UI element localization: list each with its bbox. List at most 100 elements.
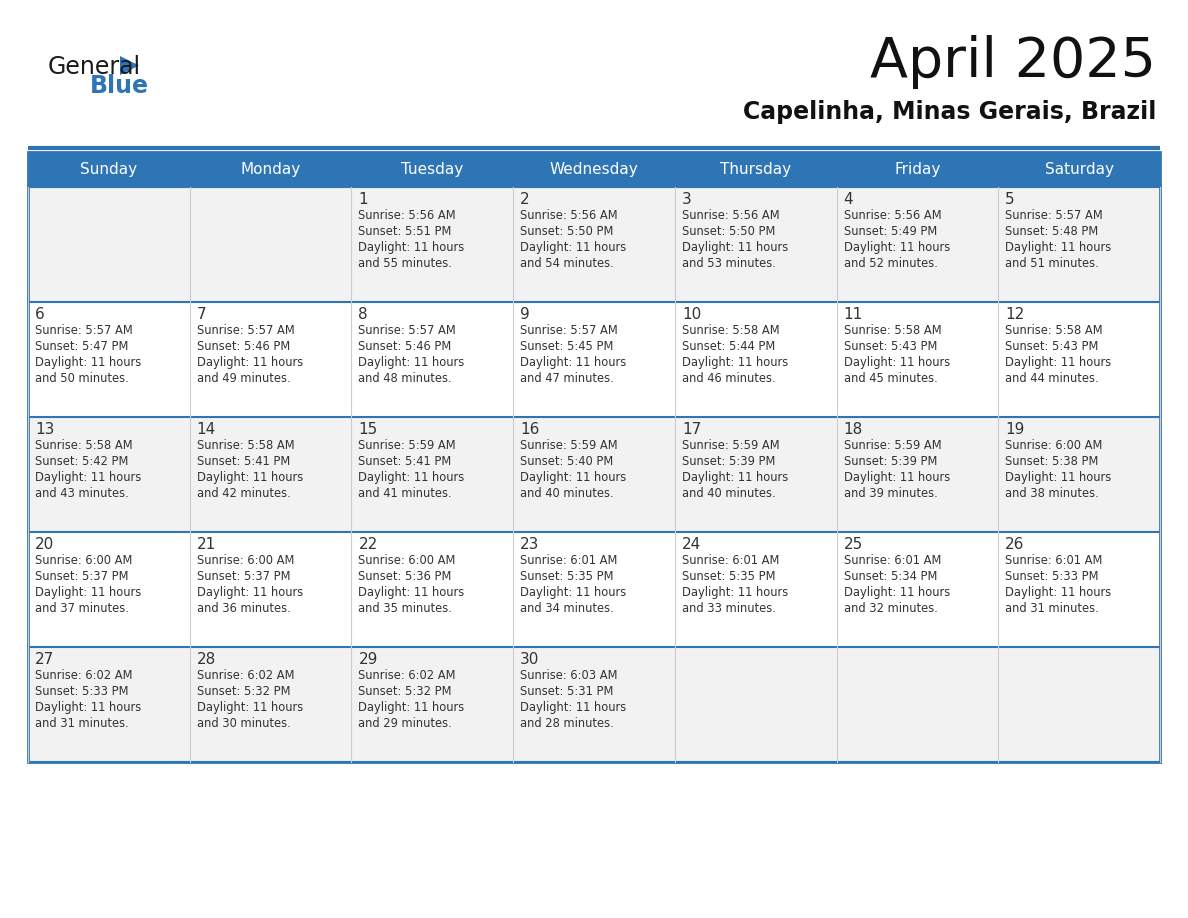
- Text: Daylight: 11 hours: Daylight: 11 hours: [520, 471, 626, 484]
- Text: Sunrise: 5:57 AM: Sunrise: 5:57 AM: [1005, 209, 1102, 222]
- Text: 6: 6: [34, 307, 45, 322]
- Text: Wednesday: Wednesday: [550, 162, 638, 177]
- Text: Daylight: 11 hours: Daylight: 11 hours: [520, 586, 626, 599]
- Text: Sunrise: 6:00 AM: Sunrise: 6:00 AM: [1005, 439, 1102, 452]
- Text: Daylight: 11 hours: Daylight: 11 hours: [359, 701, 465, 714]
- Text: Sunrise: 6:01 AM: Sunrise: 6:01 AM: [1005, 554, 1102, 567]
- Text: 24: 24: [682, 537, 701, 552]
- Text: Sunset: 5:45 PM: Sunset: 5:45 PM: [520, 340, 613, 353]
- Text: Daylight: 11 hours: Daylight: 11 hours: [520, 701, 626, 714]
- Text: and 28 minutes.: and 28 minutes.: [520, 717, 614, 730]
- Text: Sunset: 5:40 PM: Sunset: 5:40 PM: [520, 455, 613, 468]
- Text: Sunrise: 5:56 AM: Sunrise: 5:56 AM: [682, 209, 779, 222]
- Text: Sunset: 5:33 PM: Sunset: 5:33 PM: [1005, 570, 1099, 583]
- Text: Saturday: Saturday: [1044, 162, 1113, 177]
- Text: Sunrise: 5:58 AM: Sunrise: 5:58 AM: [682, 324, 779, 337]
- Bar: [29, 152, 1159, 762]
- Text: Sunset: 5:31 PM: Sunset: 5:31 PM: [520, 685, 613, 698]
- Text: Sunrise: 5:59 AM: Sunrise: 5:59 AM: [682, 439, 779, 452]
- Bar: [29, 152, 1159, 187]
- Text: Capelinha, Minas Gerais, Brazil: Capelinha, Minas Gerais, Brazil: [742, 100, 1156, 124]
- Text: Sunrise: 5:58 AM: Sunrise: 5:58 AM: [843, 324, 941, 337]
- Text: and 35 minutes.: and 35 minutes.: [359, 602, 453, 615]
- Text: Sunset: 5:35 PM: Sunset: 5:35 PM: [682, 570, 776, 583]
- Text: Daylight: 11 hours: Daylight: 11 hours: [1005, 241, 1112, 254]
- Text: 9: 9: [520, 307, 530, 322]
- Text: Daylight: 11 hours: Daylight: 11 hours: [34, 356, 141, 369]
- Text: Sunrise: 6:00 AM: Sunrise: 6:00 AM: [197, 554, 295, 567]
- Text: Sunset: 5:34 PM: Sunset: 5:34 PM: [843, 570, 937, 583]
- Text: and 30 minutes.: and 30 minutes.: [197, 717, 290, 730]
- Text: 23: 23: [520, 537, 539, 552]
- Text: Daylight: 11 hours: Daylight: 11 hours: [359, 241, 465, 254]
- Text: Sunset: 5:38 PM: Sunset: 5:38 PM: [1005, 455, 1099, 468]
- Text: 2: 2: [520, 192, 530, 207]
- Text: Sunrise: 5:57 AM: Sunrise: 5:57 AM: [359, 324, 456, 337]
- Text: Sunset: 5:37 PM: Sunset: 5:37 PM: [34, 570, 128, 583]
- Text: Sunrise: 5:59 AM: Sunrise: 5:59 AM: [520, 439, 618, 452]
- Text: and 31 minutes.: and 31 minutes.: [1005, 602, 1099, 615]
- Text: Sunrise: 5:58 AM: Sunrise: 5:58 AM: [197, 439, 295, 452]
- Text: Sunset: 5:47 PM: Sunset: 5:47 PM: [34, 340, 128, 353]
- Text: 1: 1: [359, 192, 368, 207]
- Text: Sunset: 5:46 PM: Sunset: 5:46 PM: [359, 340, 451, 353]
- Text: Daylight: 11 hours: Daylight: 11 hours: [843, 241, 950, 254]
- Text: Daylight: 11 hours: Daylight: 11 hours: [843, 356, 950, 369]
- Text: Sunrise: 6:00 AM: Sunrise: 6:00 AM: [359, 554, 456, 567]
- Text: and 54 minutes.: and 54 minutes.: [520, 257, 614, 270]
- Text: and 47 minutes.: and 47 minutes.: [520, 372, 614, 385]
- Text: Tuesday: Tuesday: [402, 162, 463, 177]
- Text: Daylight: 11 hours: Daylight: 11 hours: [520, 356, 626, 369]
- Text: 29: 29: [359, 652, 378, 667]
- Text: Sunrise: 6:03 AM: Sunrise: 6:03 AM: [520, 669, 618, 682]
- Text: Sunset: 5:33 PM: Sunset: 5:33 PM: [34, 685, 128, 698]
- Text: 4: 4: [843, 192, 853, 207]
- Text: 17: 17: [682, 422, 701, 437]
- Text: and 29 minutes.: and 29 minutes.: [359, 717, 453, 730]
- Text: Daylight: 11 hours: Daylight: 11 hours: [1005, 356, 1112, 369]
- Text: Sunset: 5:36 PM: Sunset: 5:36 PM: [359, 570, 451, 583]
- Text: Daylight: 11 hours: Daylight: 11 hours: [682, 471, 788, 484]
- Text: Daylight: 11 hours: Daylight: 11 hours: [34, 701, 141, 714]
- Text: Daylight: 11 hours: Daylight: 11 hours: [359, 471, 465, 484]
- Text: 21: 21: [197, 537, 216, 552]
- Text: 22: 22: [359, 537, 378, 552]
- Text: Sunset: 5:50 PM: Sunset: 5:50 PM: [520, 225, 613, 238]
- Text: and 33 minutes.: and 33 minutes.: [682, 602, 776, 615]
- Text: Daylight: 11 hours: Daylight: 11 hours: [1005, 471, 1112, 484]
- Text: 27: 27: [34, 652, 55, 667]
- Text: Daylight: 11 hours: Daylight: 11 hours: [197, 586, 303, 599]
- Text: and 55 minutes.: and 55 minutes.: [359, 257, 453, 270]
- Text: Daylight: 11 hours: Daylight: 11 hours: [1005, 586, 1112, 599]
- Text: Daylight: 11 hours: Daylight: 11 hours: [34, 471, 141, 484]
- Text: 19: 19: [1005, 422, 1025, 437]
- Text: 14: 14: [197, 422, 216, 437]
- Text: and 46 minutes.: and 46 minutes.: [682, 372, 776, 385]
- Text: General: General: [48, 55, 141, 79]
- Text: Sunset: 5:32 PM: Sunset: 5:32 PM: [359, 685, 451, 698]
- Text: Sunset: 5:32 PM: Sunset: 5:32 PM: [197, 685, 290, 698]
- Text: and 34 minutes.: and 34 minutes.: [520, 602, 614, 615]
- Text: Daylight: 11 hours: Daylight: 11 hours: [843, 586, 950, 599]
- Text: 3: 3: [682, 192, 691, 207]
- Text: and 49 minutes.: and 49 minutes.: [197, 372, 290, 385]
- Text: 16: 16: [520, 422, 539, 437]
- Text: 11: 11: [843, 307, 862, 322]
- Text: 20: 20: [34, 537, 55, 552]
- Text: Sunset: 5:43 PM: Sunset: 5:43 PM: [1005, 340, 1099, 353]
- Text: 18: 18: [843, 422, 862, 437]
- Polygon shape: [120, 56, 139, 75]
- Text: Sunset: 5:46 PM: Sunset: 5:46 PM: [197, 340, 290, 353]
- Bar: [29, 302, 1159, 417]
- Text: Daylight: 11 hours: Daylight: 11 hours: [520, 241, 626, 254]
- Text: 5: 5: [1005, 192, 1015, 207]
- Text: and 38 minutes.: and 38 minutes.: [1005, 487, 1099, 500]
- Text: Sunrise: 5:56 AM: Sunrise: 5:56 AM: [843, 209, 941, 222]
- Text: 26: 26: [1005, 537, 1025, 552]
- Text: Daylight: 11 hours: Daylight: 11 hours: [197, 701, 303, 714]
- Text: and 44 minutes.: and 44 minutes.: [1005, 372, 1099, 385]
- Text: Sunset: 5:35 PM: Sunset: 5:35 PM: [520, 570, 614, 583]
- Text: Sunrise: 5:56 AM: Sunrise: 5:56 AM: [359, 209, 456, 222]
- Text: and 42 minutes.: and 42 minutes.: [197, 487, 290, 500]
- Text: Sunday: Sunday: [81, 162, 138, 177]
